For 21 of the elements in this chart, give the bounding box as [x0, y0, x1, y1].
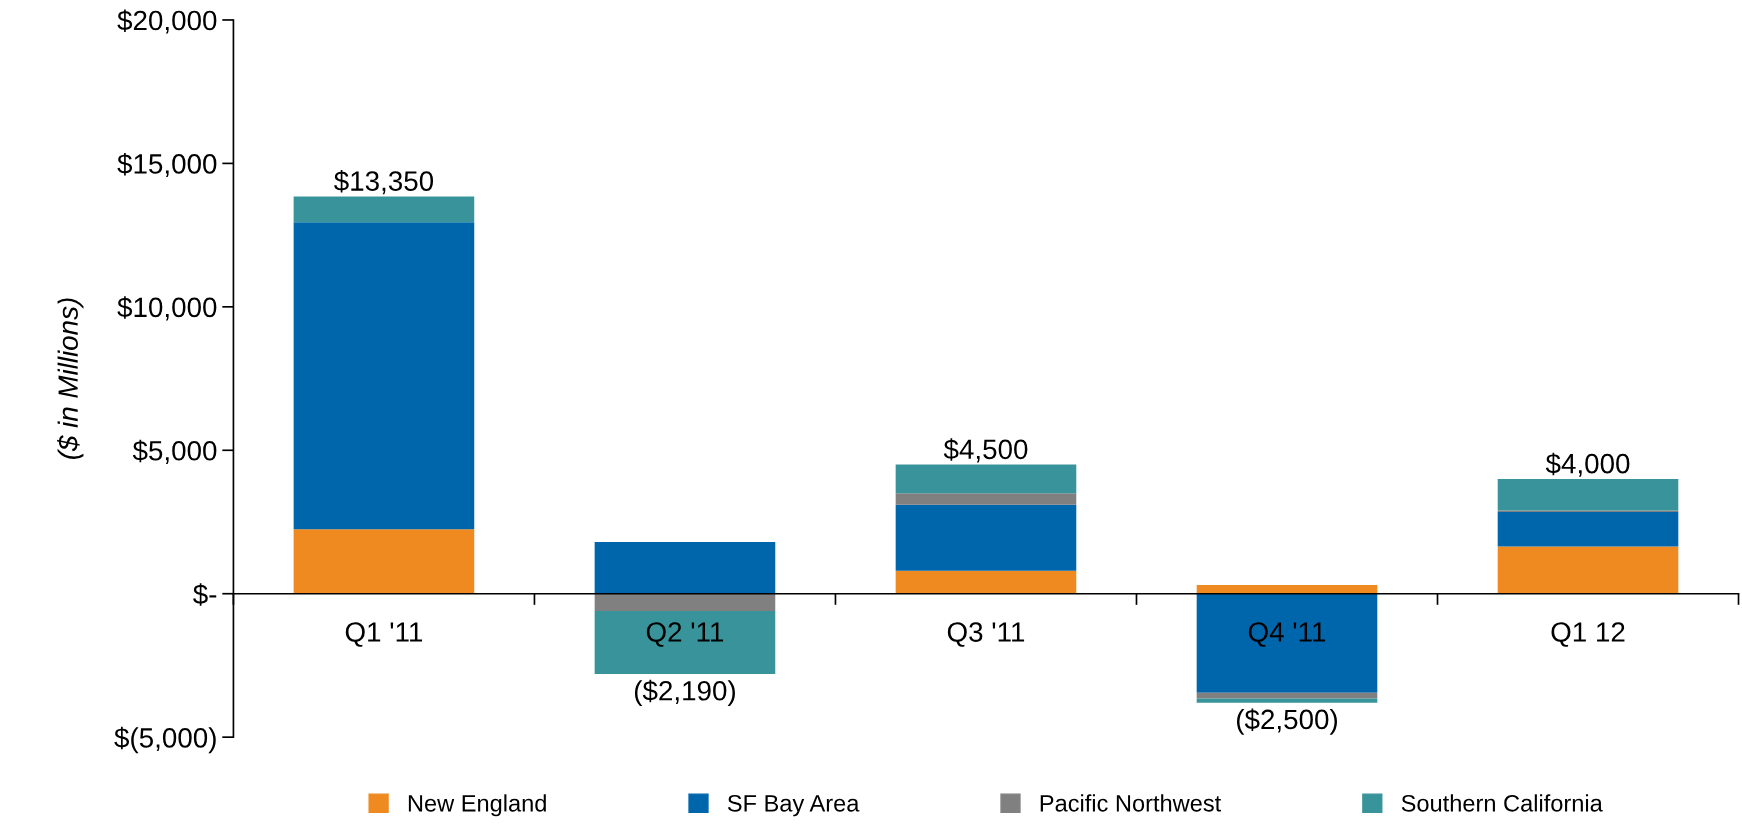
annotation: $13,350	[334, 170, 434, 195]
y-tick-label: $(5,000)	[114, 726, 216, 754]
y-tick-label: $5,000	[132, 439, 217, 464]
annotation: ($2,190)	[634, 679, 735, 707]
y-tick-label: $15,000	[117, 152, 217, 178]
legend-label: SF Bay Area	[727, 794, 860, 817]
annotation: $4,500	[943, 438, 1028, 463]
legend-label: Pacific Northwest	[1040, 794, 1222, 812]
y-tick-label: $-	[193, 583, 217, 606]
annotation: $4,000	[1545, 452, 1630, 477]
y-tick-label: $10,000	[117, 296, 217, 321]
x-tick-label: Q3 '11	[947, 622, 1025, 647]
legend-label: Southern California	[1401, 794, 1603, 812]
annotation: ($2,500)	[1236, 708, 1337, 735]
y-tick-label: $20,000	[117, 9, 217, 34]
legend-label: New England	[408, 794, 546, 817]
x-tick-label: Q1 '11	[345, 622, 423, 647]
x-tick-label: Q2 '11	[646, 622, 724, 647]
x-tick-label: Q4 '11	[1248, 622, 1326, 647]
y-axis-title: ($ in Millions)	[57, 298, 84, 460]
x-tick-label: Q1 12	[1551, 622, 1625, 647]
